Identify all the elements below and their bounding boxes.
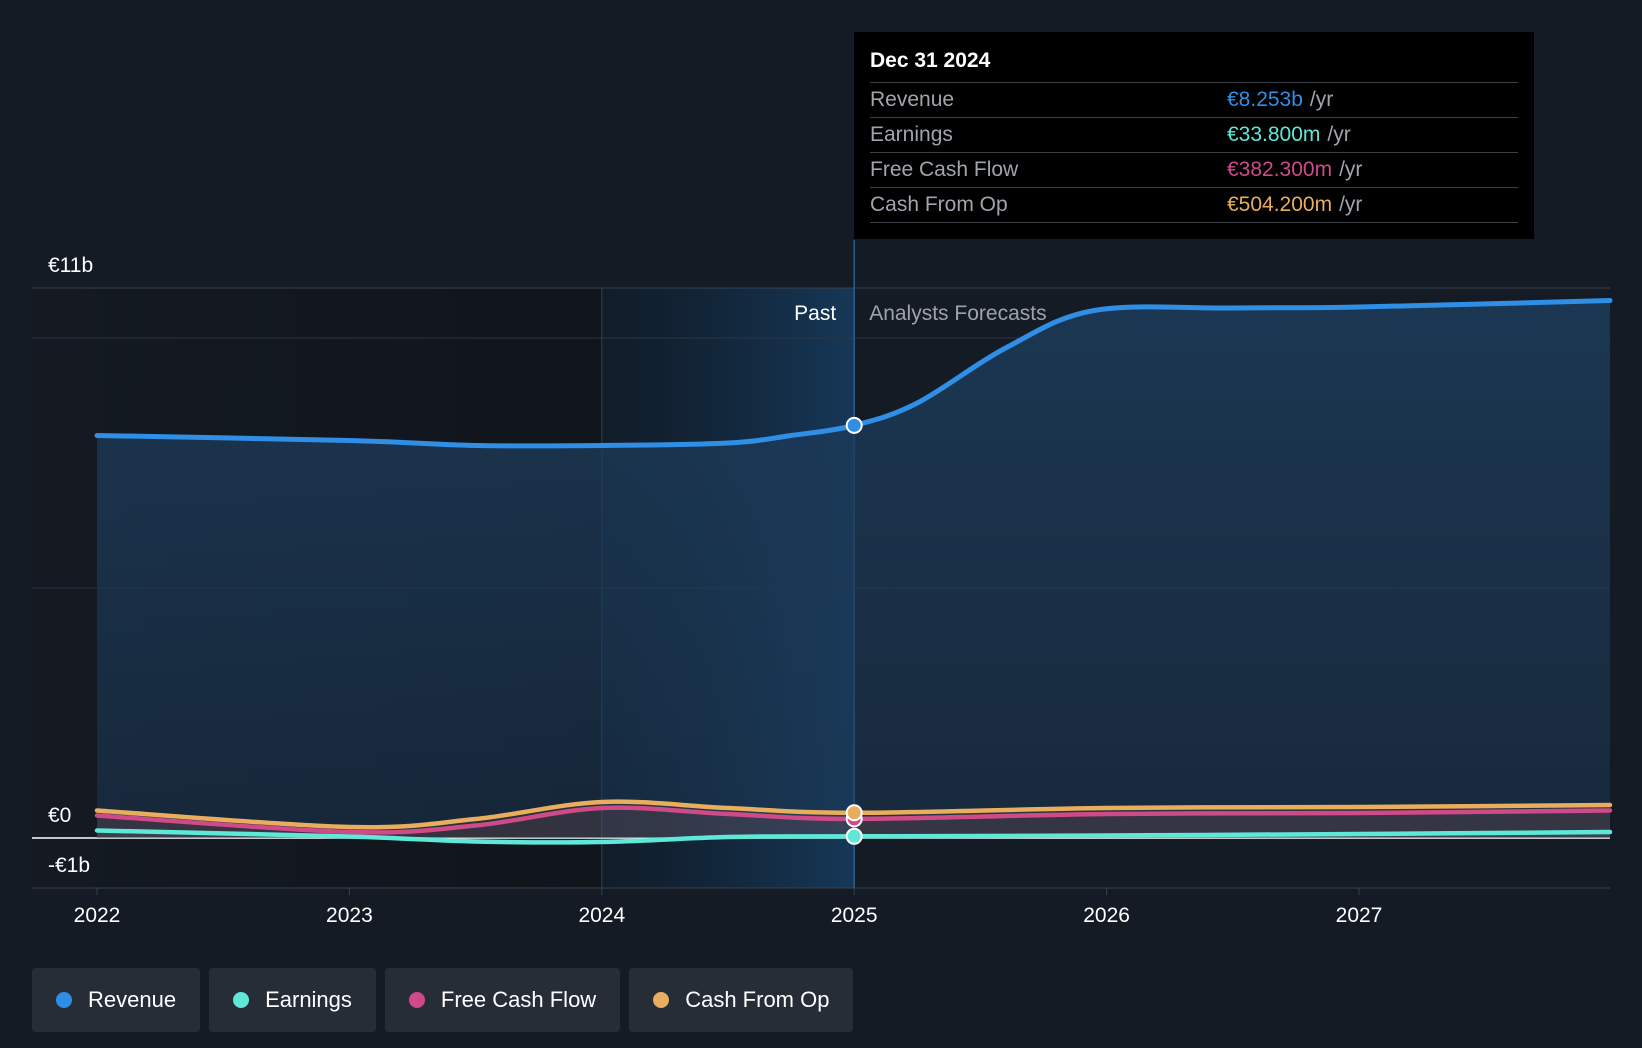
legend: Revenue Earnings Free Cash Flow Cash Fro…: [32, 968, 854, 1032]
x-tick-label: 2027: [1336, 904, 1383, 927]
legend-label: Earnings: [265, 987, 352, 1012]
chart: 2022 2023 2024 2025 2026 2027 €11b €0 -€1b Past An…: [32, 240, 1613, 927]
tooltip: Dec 31 2024 Revenue €8.253b /yr Earnings…: [854, 32, 1534, 239]
forecast-label: Analysts Forecasts: [869, 302, 1046, 325]
tooltip-row-value: €8.253b: [1227, 88, 1303, 111]
free-cash-flow-dot-icon: [408, 992, 425, 1008]
tooltip-row-value: €382.300m: [1227, 158, 1333, 181]
cash-from-op-line: [94, 799, 1613, 830]
y-tick-label: -€1b: [48, 854, 90, 877]
tooltip-row-value: €33.800m: [1227, 123, 1321, 146]
y-tick-label: €0: [48, 804, 71, 827]
x-tick-label: 2024: [578, 904, 625, 927]
x-tick-label: 2023: [326, 904, 373, 927]
legend-item-free-cash-flow[interactable]: Free Cash Flow: [384, 968, 621, 1032]
revenue-marker: [845, 416, 863, 434]
legend-label: Free Cash Flow: [440, 987, 597, 1012]
x-tick-label: 2026: [1083, 904, 1130, 927]
tooltip-row-label: Cash From Op: [870, 193, 1008, 216]
revenue-dot-icon: [56, 992, 72, 1008]
tooltip-row-label: Revenue: [870, 88, 955, 111]
tooltip-row-free-cash-flow: Free Cash Flow €382.300m /yr: [870, 153, 1518, 188]
tooltip-row-cash-from-op: Cash From Op €504.200m /yr: [870, 188, 1518, 223]
earnings-marker: [845, 827, 863, 845]
x-tick-label: 2025: [831, 904, 878, 927]
tooltip-row-value: €504.200m: [1227, 193, 1333, 216]
tooltip-row-unit: /yr: [1309, 88, 1334, 111]
legend-item-revenue[interactable]: Revenue: [32, 968, 201, 1032]
legend-item-cash-from-op[interactable]: Cash From Op: [629, 968, 854, 1032]
tooltip-row-unit: /yr: [1339, 158, 1363, 181]
tooltip-date: Dec 31 2024: [870, 46, 1518, 83]
tooltip-row-label: Earnings: [870, 123, 953, 146]
legend-label: Cash From Op: [685, 987, 830, 1012]
past-label: Past: [794, 302, 836, 325]
x-tick-label: 2022: [74, 904, 121, 927]
tooltip-row-revenue: Revenue €8.253b /yr: [870, 83, 1518, 118]
y-tick-label: €11b: [48, 254, 93, 277]
legend-label: Revenue: [88, 987, 177, 1012]
cash-from-op-dot-icon: [653, 992, 670, 1008]
earnings-dot-icon: [233, 992, 250, 1008]
cash-from-op-marker: [845, 804, 863, 822]
tooltip-row-label: Free Cash Flow: [870, 158, 1019, 181]
tooltip-row-unit: /yr: [1339, 193, 1363, 216]
legend-item-earnings[interactable]: Earnings: [209, 968, 376, 1032]
tooltip-row-unit: /yr: [1327, 123, 1351, 146]
tooltip-row-earnings: Earnings €33.800m /yr: [870, 118, 1518, 153]
revenue-area: [97, 300, 1610, 838]
earnings-line: [94, 828, 1613, 845]
free-cash-flow-line: [94, 805, 1613, 835]
